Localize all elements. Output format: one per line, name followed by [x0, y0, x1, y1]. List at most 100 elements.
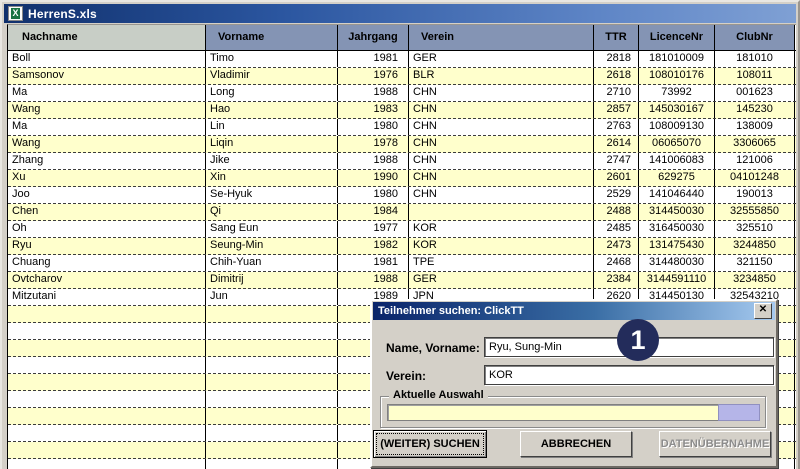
- cell[interactable]: 1988: [338, 85, 409, 101]
- header-cell-verein[interactable]: Verein: [409, 25, 594, 50]
- cell[interactable]: 3234850: [715, 272, 795, 288]
- cell[interactable]: Xu: [8, 170, 206, 186]
- cell[interactable]: [206, 357, 338, 373]
- cell[interactable]: Samsonov: [8, 68, 206, 84]
- cell[interactable]: Dimitrij: [206, 272, 338, 288]
- cell[interactable]: [409, 204, 594, 220]
- cell[interactable]: 3144591110: [639, 272, 715, 288]
- cell[interactable]: [715, 408, 795, 424]
- cell[interactable]: KOR: [409, 238, 594, 254]
- cell[interactable]: 1980: [338, 187, 409, 203]
- cell[interactable]: 141006083: [639, 153, 715, 169]
- cell[interactable]: 131475430: [639, 238, 715, 254]
- cell[interactable]: Liqin: [206, 136, 338, 152]
- cell[interactable]: Lin: [206, 119, 338, 135]
- table-row[interactable]: Ryu Seung-Min 1982 KOR 2473 131475430 3244850: [8, 238, 796, 255]
- cell[interactable]: 04101248: [715, 170, 795, 186]
- cell[interactable]: Ma: [8, 85, 206, 101]
- cell[interactable]: Qi: [206, 204, 338, 220]
- cell[interactable]: 316450030: [639, 221, 715, 237]
- header-cell-jahrgang[interactable]: Jahrgang: [338, 25, 409, 50]
- cell[interactable]: [8, 357, 206, 373]
- cell[interactable]: Seung-Min: [206, 238, 338, 254]
- cell[interactable]: 1981: [338, 255, 409, 271]
- cell[interactable]: 138009: [715, 119, 795, 135]
- cell[interactable]: Timo: [206, 51, 338, 67]
- cell[interactable]: 2473: [594, 238, 639, 254]
- cell[interactable]: 2747: [594, 153, 639, 169]
- cell[interactable]: 2468: [594, 255, 639, 271]
- cell[interactable]: [8, 442, 206, 458]
- header-cell-nachname[interactable]: Nachname: [8, 25, 206, 50]
- table-row[interactable]: Oh Sang Eun 1977 KOR 2485 316450030 325510: [8, 221, 796, 238]
- cell[interactable]: 1976: [338, 68, 409, 84]
- cell[interactable]: 629275: [639, 170, 715, 186]
- cell[interactable]: [715, 374, 795, 390]
- cell[interactable]: 06065070: [639, 136, 715, 152]
- table-row[interactable]: Ma Lin 1980 CHN 2763 108009130 138009: [8, 119, 796, 136]
- cell[interactable]: Sang Eun: [206, 221, 338, 237]
- cell[interactable]: [206, 459, 338, 469]
- cell[interactable]: 2384: [594, 272, 639, 288]
- cell[interactable]: [8, 306, 206, 322]
- cell[interactable]: 2529: [594, 187, 639, 203]
- cell[interactable]: 314450030: [639, 204, 715, 220]
- cell[interactable]: 2818: [594, 51, 639, 67]
- table-row[interactable]: Xu Xin 1990 CHN 2601 629275 04101248: [8, 170, 796, 187]
- cell[interactable]: Jun: [206, 289, 338, 305]
- cell[interactable]: 1980: [338, 119, 409, 135]
- cell[interactable]: [206, 323, 338, 339]
- cell[interactable]: Chih-Yuan: [206, 255, 338, 271]
- close-icon[interactable]: ✕: [754, 303, 772, 319]
- cell[interactable]: 1984: [338, 204, 409, 220]
- cell[interactable]: [206, 442, 338, 458]
- cell[interactable]: Hao: [206, 102, 338, 118]
- cell[interactable]: CHN: [409, 170, 594, 186]
- weiter-suchen-button[interactable]: (WEITER) SUCHEN: [373, 430, 487, 458]
- cell[interactable]: 2710: [594, 85, 639, 101]
- cell[interactable]: 1981: [338, 51, 409, 67]
- cell[interactable]: [206, 340, 338, 356]
- cell[interactable]: 1982: [338, 238, 409, 254]
- cell[interactable]: 3244850: [715, 238, 795, 254]
- window-titlebar[interactable]: X HerrenS.xls: [4, 4, 796, 23]
- cell[interactable]: Oh: [8, 221, 206, 237]
- cell[interactable]: 1983: [338, 102, 409, 118]
- cell[interactable]: [8, 408, 206, 424]
- cell[interactable]: Mitzutani: [8, 289, 206, 305]
- cell[interactable]: [715, 391, 795, 407]
- table-row[interactable]: Samsonov Vladimir 1976 BLR 2618 108010176 1080…: [8, 68, 796, 85]
- cell[interactable]: [206, 425, 338, 441]
- cell[interactable]: 3306065: [715, 136, 795, 152]
- table-row[interactable]: Boll Timo 1981 GER 2818 181010009 181010: [8, 51, 796, 68]
- table-row[interactable]: Chuang Chih-Yuan 1981 TPE 2468 314480030 32115…: [8, 255, 796, 272]
- cell[interactable]: 108010176: [639, 68, 715, 84]
- cell[interactable]: CHN: [409, 136, 594, 152]
- cell[interactable]: Joo: [8, 187, 206, 203]
- cell[interactable]: 1978: [338, 136, 409, 152]
- header-cell-ttr[interactable]: TTR: [594, 25, 639, 50]
- cell[interactable]: GER: [409, 51, 594, 67]
- cell[interactable]: [206, 391, 338, 407]
- cell[interactable]: TPE: [409, 255, 594, 271]
- cell[interactable]: 321150: [715, 255, 795, 271]
- cell[interactable]: 181010: [715, 51, 795, 67]
- cell[interactable]: Wang: [8, 136, 206, 152]
- cell[interactable]: 145230: [715, 102, 795, 118]
- cell[interactable]: 2618: [594, 68, 639, 84]
- cell[interactable]: [8, 459, 206, 469]
- cell[interactable]: Ma: [8, 119, 206, 135]
- cell[interactable]: [8, 391, 206, 407]
- cell[interactable]: 2763: [594, 119, 639, 135]
- cell[interactable]: CHN: [409, 85, 594, 101]
- cell[interactable]: [715, 357, 795, 373]
- cell[interactable]: 145030167: [639, 102, 715, 118]
- cell[interactable]: CHN: [409, 119, 594, 135]
- cell[interactable]: 121006: [715, 153, 795, 169]
- cell[interactable]: Xin: [206, 170, 338, 186]
- cell[interactable]: CHN: [409, 187, 594, 203]
- cell[interactable]: [206, 374, 338, 390]
- cell[interactable]: [8, 340, 206, 356]
- cell[interactable]: 1988: [338, 272, 409, 288]
- current-selection-field[interactable]: [387, 404, 719, 421]
